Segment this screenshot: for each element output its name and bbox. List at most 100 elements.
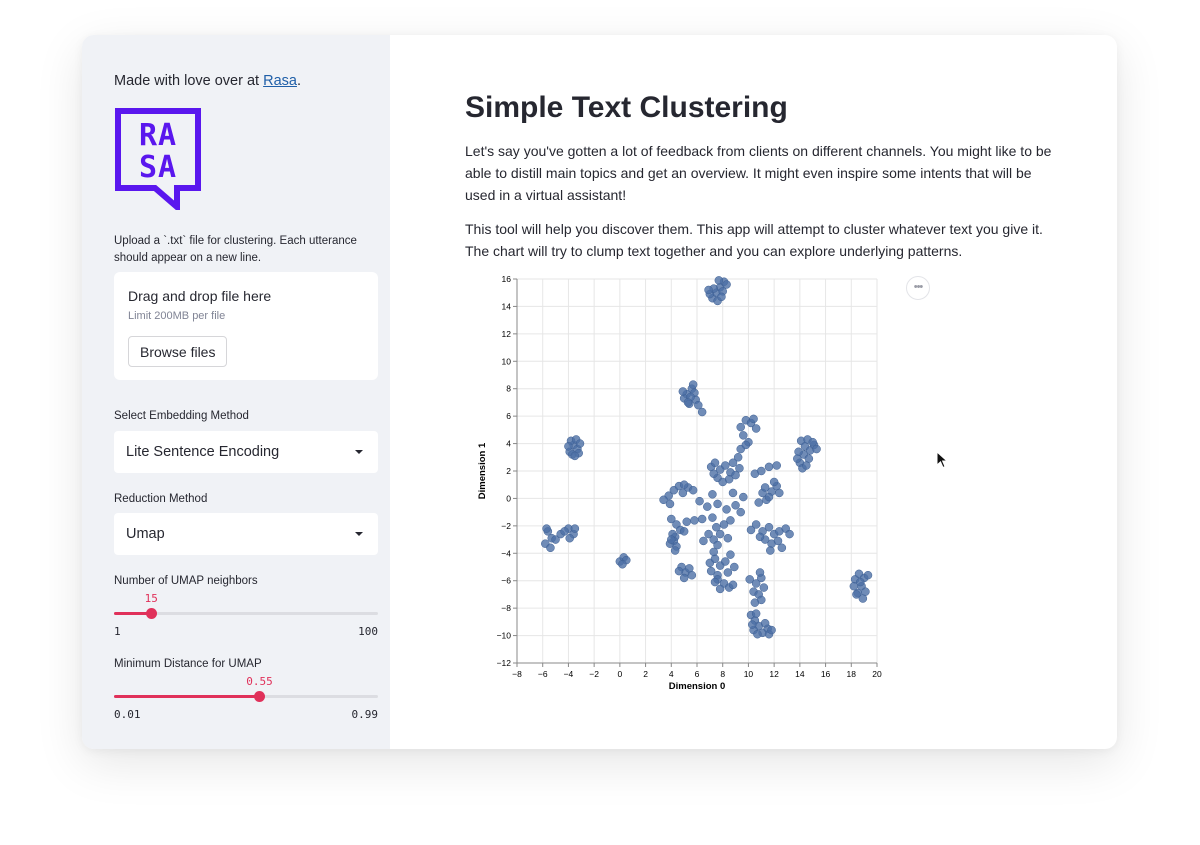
scatter-point bbox=[793, 454, 802, 463]
scatter-point bbox=[724, 474, 734, 484]
min-dist-slider[interactable]: 0.55 0.01 0.99 bbox=[114, 675, 379, 722]
reduction-label: Reduction Method bbox=[114, 493, 208, 505]
scatter-point bbox=[721, 461, 730, 470]
scatter-chart[interactable]: −8 −6 −4 −2 0 2 4 6 8 10 12 14 16 18 20 −12 −10 −8 −6 −4 −2 0… bbox=[460, 275, 900, 695]
scatter-point bbox=[777, 543, 787, 553]
scatter-point bbox=[667, 535, 676, 544]
y-tick-label: 4 bbox=[506, 439, 511, 449]
x-tick-label: 0 bbox=[617, 669, 622, 679]
scatter-point bbox=[755, 568, 765, 577]
scatter-point bbox=[741, 440, 751, 450]
scatter-point bbox=[751, 609, 761, 618]
scatter-point bbox=[721, 557, 730, 566]
scatter-point bbox=[712, 522, 721, 532]
x-tick-label: −8 bbox=[512, 669, 522, 679]
scatter-point bbox=[688, 380, 698, 389]
scatter-point bbox=[690, 516, 699, 525]
x-tick-label: 6 bbox=[695, 669, 700, 679]
scatter-point bbox=[708, 513, 717, 522]
svg-text:SA: SA bbox=[139, 150, 177, 185]
scatter-point bbox=[748, 620, 757, 629]
scatter-point bbox=[812, 444, 821, 454]
scatter-point bbox=[551, 535, 560, 544]
neighbors-slider[interactable]: 15 1 100 bbox=[114, 592, 378, 639]
y-tick-label: −8 bbox=[501, 603, 511, 613]
scatter-point bbox=[713, 540, 722, 550]
file-uploader-dropzone[interactable]: Drag and drop file here Limit 200MB per … bbox=[114, 272, 378, 380]
scatter-point bbox=[679, 527, 689, 536]
tool-paragraph: This tool will help you discover them. T… bbox=[465, 221, 1043, 259]
credit-prefix: Made with love over at bbox=[114, 73, 264, 89]
scatter-point bbox=[739, 492, 748, 502]
scatter-point bbox=[760, 618, 770, 628]
scatter-point bbox=[757, 466, 766, 476]
slider-max-label: 0.99 bbox=[351, 708, 379, 721]
scatter-point bbox=[565, 533, 574, 543]
scatter-point bbox=[722, 505, 731, 514]
browse-files-button[interactable]: Browse files bbox=[128, 336, 228, 367]
scatter-point bbox=[751, 579, 761, 588]
scatter-point bbox=[751, 520, 761, 529]
sidebar: Made with love over at Rasa. RA SA Uploa… bbox=[82, 35, 390, 749]
mouse-cursor-icon bbox=[936, 451, 949, 469]
scatter-point bbox=[704, 529, 713, 539]
scatter-point bbox=[728, 488, 738, 498]
scatter-point bbox=[697, 407, 707, 417]
scatter-point bbox=[733, 453, 743, 462]
rasa-link[interactable]: Rasa bbox=[263, 73, 297, 89]
scatter-point bbox=[754, 498, 763, 507]
slider-thumb[interactable] bbox=[146, 608, 158, 619]
scatter-point bbox=[678, 387, 688, 396]
scatter-point bbox=[695, 496, 704, 506]
scatter-point bbox=[863, 570, 873, 580]
scatter-point bbox=[730, 562, 739, 572]
scatter-point bbox=[699, 536, 708, 546]
x-tick-label: 2 bbox=[643, 669, 648, 679]
scatter-point bbox=[674, 566, 684, 576]
ellipsis-icon[interactable]: ••• bbox=[906, 276, 930, 300]
scatter-point bbox=[570, 451, 580, 461]
scatter-point bbox=[542, 524, 551, 533]
y-axis-title: Dimension 1 bbox=[477, 442, 488, 499]
x-tick-label: 20 bbox=[872, 669, 882, 679]
scatter-point bbox=[659, 495, 668, 505]
scatter-point bbox=[808, 437, 817, 447]
scatter-point bbox=[856, 577, 865, 587]
y-tick-label: 2 bbox=[506, 466, 511, 476]
scatter-point bbox=[746, 525, 756, 535]
scatter-point bbox=[670, 546, 680, 555]
scatter-point bbox=[723, 568, 733, 577]
slider-min-label: 1 bbox=[114, 625, 121, 638]
upload-limit-text: Limit 200MB per file bbox=[128, 310, 226, 322]
scatter-point bbox=[723, 533, 733, 543]
scatter-point bbox=[764, 522, 774, 532]
embedding-select[interactable]: Lite Sentence Encoding bbox=[114, 431, 378, 473]
scatter-point bbox=[575, 439, 585, 448]
neighbors-label: Number of UMAP neighbors bbox=[114, 575, 258, 587]
x-tick-label: 10 bbox=[744, 669, 754, 679]
y-tick-label: 14 bbox=[502, 301, 512, 311]
reduction-select[interactable]: Umap bbox=[114, 513, 378, 555]
x-tick-label: −4 bbox=[564, 669, 574, 679]
reduction-select-value: Umap bbox=[126, 526, 165, 542]
y-tick-label: 6 bbox=[506, 411, 511, 421]
page-title: Simple Text Clustering bbox=[465, 91, 788, 124]
scatter-point bbox=[564, 442, 573, 451]
upload-label: Upload a `.txt` file for clustering. Eac… bbox=[114, 235, 357, 264]
rasa-logo: RA SA bbox=[115, 108, 201, 210]
y-tick-label: 0 bbox=[506, 493, 511, 503]
slider-fill bbox=[114, 612, 152, 615]
scatter-point bbox=[852, 590, 861, 599]
slider-fill bbox=[114, 695, 260, 698]
svg-text:RA: RA bbox=[139, 118, 177, 153]
scatter-point bbox=[709, 547, 718, 557]
scatter-point bbox=[861, 587, 870, 596]
slider-max-label: 100 bbox=[358, 625, 378, 638]
scatter-point bbox=[710, 554, 720, 564]
y-tick-label: 16 bbox=[502, 275, 512, 284]
scatter-point bbox=[750, 598, 760, 607]
x-tick-label: −2 bbox=[589, 669, 599, 679]
scatter-point bbox=[760, 483, 770, 492]
slider-thumb[interactable] bbox=[254, 691, 266, 702]
scatter-point bbox=[706, 566, 716, 576]
